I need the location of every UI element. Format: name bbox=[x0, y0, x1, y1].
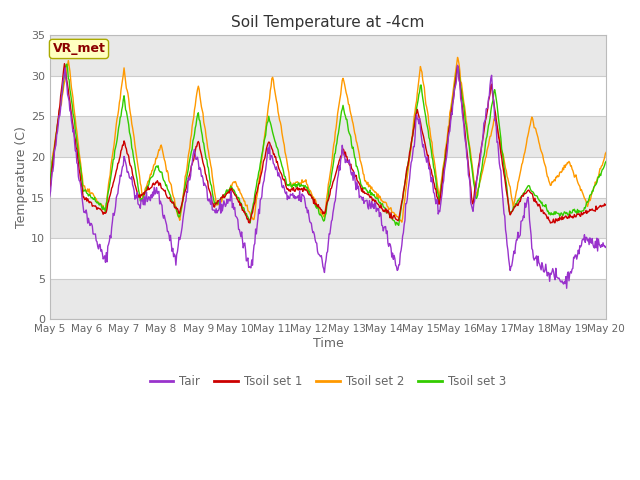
Y-axis label: Temperature (C): Temperature (C) bbox=[15, 126, 28, 228]
X-axis label: Time: Time bbox=[312, 337, 343, 350]
Bar bbox=[50, 117, 606, 157]
Legend: Tair, Tsoil set 1, Tsoil set 2, Tsoil set 3: Tair, Tsoil set 1, Tsoil set 2, Tsoil se… bbox=[145, 371, 511, 393]
Bar bbox=[50, 36, 606, 76]
Text: VR_met: VR_met bbox=[52, 42, 106, 55]
Bar bbox=[50, 198, 606, 238]
Title: Soil Temperature at -4cm: Soil Temperature at -4cm bbox=[231, 15, 424, 30]
Bar bbox=[50, 279, 606, 319]
